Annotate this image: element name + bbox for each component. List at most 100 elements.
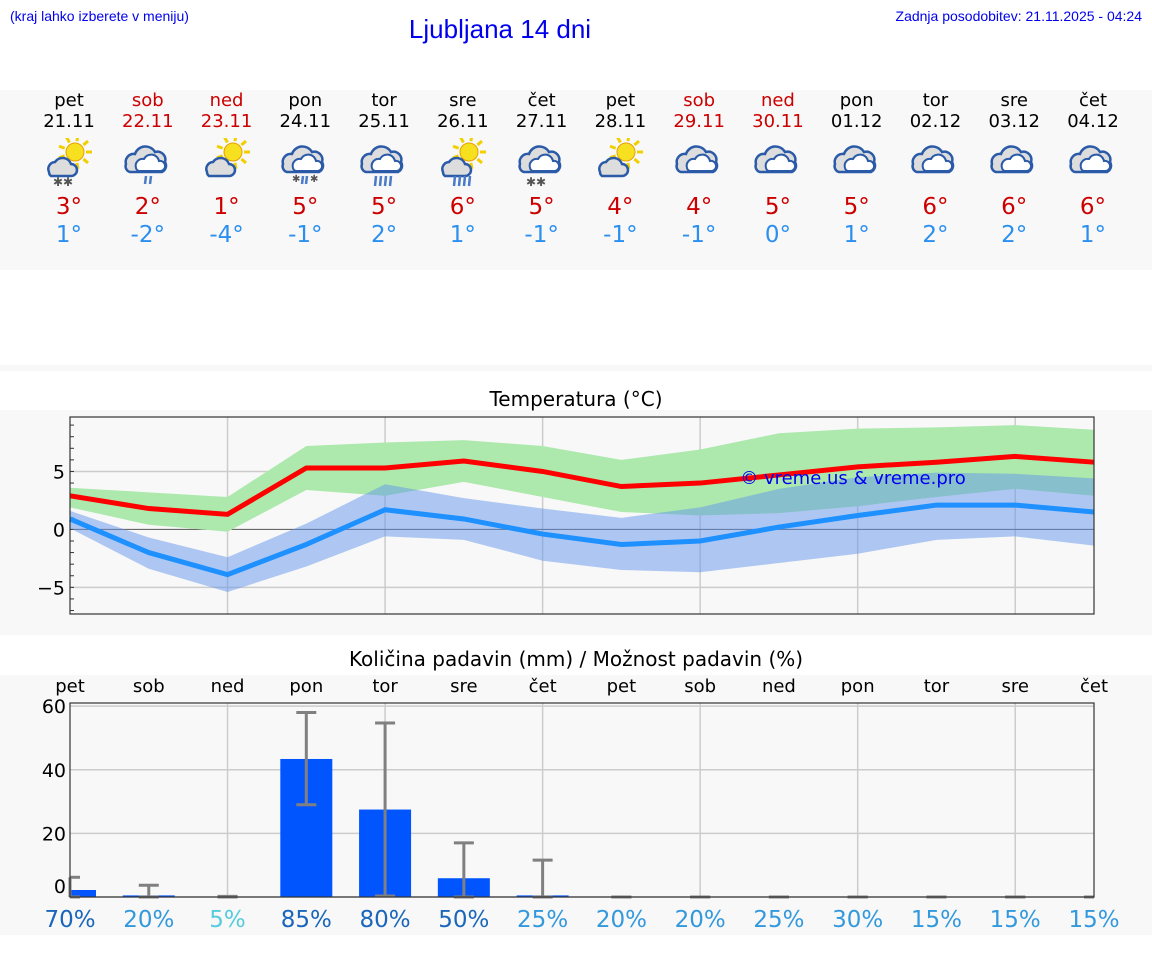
min-temp: 1°	[55, 222, 83, 248]
partly-sunny-icon	[580, 133, 660, 193]
day-name: sre	[1000, 90, 1028, 111]
day-date: 23.11	[200, 111, 253, 132]
y-tick-label: 0	[53, 519, 65, 541]
day-name: pet	[605, 90, 636, 111]
precip-probability: 15%	[990, 907, 1041, 933]
day-name: sob	[683, 90, 716, 111]
day-forecast: pet 28.11 4° -1°	[580, 90, 660, 249]
day-date: 22.11	[122, 111, 174, 132]
precip-probability: 20%	[596, 907, 647, 933]
precip-probability: 70%	[44, 907, 95, 933]
x-tick-label: ned	[211, 676, 245, 697]
svg-text:✱✱: ✱✱	[526, 175, 546, 188]
watermark: © vreme.us & vreme.pro	[740, 468, 966, 489]
min-temp: 2°	[370, 222, 398, 248]
partly-sunny-rain-icon	[423, 133, 503, 193]
precip-probability: 25%	[517, 907, 568, 933]
day-name: ned	[209, 90, 244, 111]
max-temp-line	[69, 453, 1095, 517]
x-tick-label: tor	[924, 676, 950, 697]
precipitation-chart: pet sob ned pon tor sre čet pet sob ned pon tor sre č…	[42, 676, 1120, 933]
min-temp: -2°	[130, 222, 165, 248]
x-tick-label: sre	[450, 676, 477, 697]
y-tick-label: 20	[42, 823, 66, 845]
last-updated: Zadnja posodobitev: 21.11.2025 - 04:24	[895, 8, 1142, 24]
min-temp-range-band	[70, 472, 1094, 592]
day-date: 21.11	[43, 111, 95, 132]
y-tick-label: 40	[42, 760, 66, 782]
day-forecast: pon 24.11 ✱ ✱ 5° -1°	[265, 90, 345, 249]
max-temp: 1°	[213, 194, 240, 220]
y-tick-label: 5	[53, 461, 65, 483]
max-temp: 6°	[1001, 194, 1028, 220]
precip-probability: 25%	[753, 907, 804, 933]
temperature-chart-title: Temperatura (°C)	[489, 387, 663, 411]
x-tick-label: tor	[372, 676, 398, 697]
x-tick-label: pon	[289, 676, 323, 697]
x-tick-label: pet	[607, 676, 637, 697]
day-date: 30.11	[752, 111, 804, 132]
precip-probability: 15%	[1068, 907, 1119, 933]
precip-probability: 50%	[438, 907, 489, 933]
city-menu-hint: (kraj lahko izberete v meniju)	[10, 8, 189, 24]
max-temp: 6°	[449, 194, 476, 220]
partly-sunny-icon	[187, 133, 267, 193]
day-forecast: ned 23.11 1° -4°	[187, 90, 267, 249]
precip-probability: 5%	[209, 907, 246, 933]
day-name: sob	[131, 90, 164, 111]
cloudy-icon	[659, 133, 739, 193]
day-forecast: ned 30.11 5° 0°	[738, 90, 818, 249]
day-name: pet	[54, 90, 84, 111]
max-temp: 2°	[134, 194, 161, 220]
min-temp: 0°	[764, 222, 791, 248]
precip-probability: 30%	[832, 907, 883, 933]
plot-frame	[69, 702, 1095, 898]
max-temp: 3°	[55, 194, 83, 220]
max-temp: 5°	[764, 194, 791, 220]
plot-area	[70, 703, 1094, 897]
day-forecast: čet 04.12 6° 1°	[1053, 90, 1133, 249]
page-title: Ljubljana 14 dni	[408, 14, 592, 44]
max-temp: 6°	[1079, 194, 1107, 220]
x-tick-label: sre	[1001, 676, 1028, 697]
max-temp: 5°	[528, 194, 555, 220]
day-forecast: čet 27.11 ✱✱ 5° -1°	[502, 90, 582, 249]
max-temp: 5°	[292, 194, 319, 220]
precip-probability: 20%	[123, 907, 174, 933]
min-temp: 2°	[1001, 222, 1028, 248]
min-temp: 2°	[922, 222, 949, 248]
max-temp: 5°	[370, 194, 398, 220]
min-temp: -1°	[681, 222, 717, 248]
min-temp: -1°	[288, 222, 323, 248]
day-forecast: tor 02.12 6° 2°	[895, 90, 975, 249]
day-name: pon	[288, 90, 323, 111]
day-date: 29.11	[673, 111, 725, 132]
cloudy-icon	[895, 133, 975, 193]
cloudy-icon	[1053, 133, 1133, 193]
x-tick-label: pet	[55, 676, 85, 697]
min-temp-line	[69, 502, 1095, 578]
day-forecast: sob 29.11 4° -1°	[659, 90, 739, 249]
max-temp: 4°	[686, 194, 713, 220]
x-tick-label: čet	[529, 676, 557, 697]
cloudy-sleet-icon: ✱ ✱	[265, 133, 345, 193]
min-temp: -4°	[209, 222, 244, 248]
precip-probability: 80%	[360, 907, 411, 933]
day-date: 26.11	[437, 111, 489, 132]
precip-bar	[70, 890, 96, 897]
day-forecast: sob 22.11 2° -2°	[108, 90, 188, 249]
x-tick-label: čet	[1080, 676, 1108, 697]
min-temp: -1°	[603, 222, 638, 248]
min-temp: -1°	[524, 222, 559, 248]
min-temp: 1°	[449, 222, 476, 248]
max-temp: 6°	[922, 194, 949, 220]
min-temp: 1°	[1079, 222, 1107, 248]
x-tick-label: ned	[762, 676, 796, 697]
day-name: tor	[371, 90, 397, 111]
precip-probability: 85%	[281, 907, 332, 933]
daily-forecast-strip: pet 21.11 ✱✱ 3° 1° sob 22.11 2° -2° ned 23…	[0, 90, 1152, 270]
day-name: tor	[922, 90, 949, 111]
x-tick-label: sob	[133, 676, 165, 697]
y-tick-label: −5	[37, 577, 65, 599]
x-tick-label: sob	[684, 676, 716, 697]
